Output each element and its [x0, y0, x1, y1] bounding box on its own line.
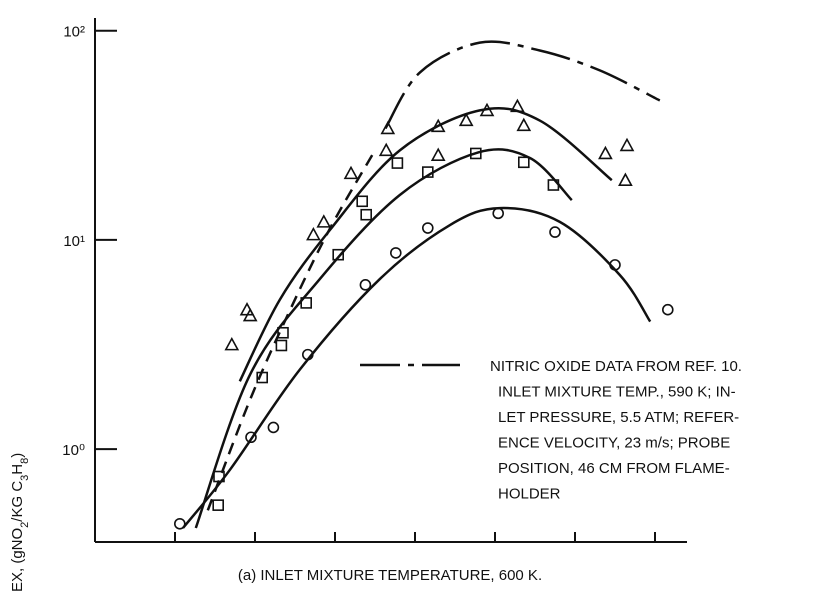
point [256, 371, 269, 384]
point [598, 145, 613, 160]
point [389, 247, 402, 259]
y-tick-label: 10¹ [63, 233, 85, 250]
point [174, 517, 186, 530]
legend-text: LET PRESSURE, 5.5 ATM; REFER- [498, 409, 739, 426]
point [510, 98, 525, 113]
y-label-part: H [9, 464, 26, 475]
point [359, 279, 372, 291]
y-label-part: EX, (gNO [9, 528, 26, 591]
point [332, 248, 345, 261]
point [300, 297, 313, 309]
curve [238, 107, 613, 382]
point [458, 112, 474, 127]
curve [384, 40, 661, 130]
point [378, 142, 394, 157]
y-label-part: 8 [19, 458, 31, 464]
point [609, 259, 621, 271]
y-label-part: /KG C [9, 481, 26, 522]
point [212, 499, 224, 511]
y-label-part: 2 [19, 522, 31, 528]
y-label-part: ) [9, 453, 26, 458]
point [549, 226, 561, 238]
chart-title: (a) INLET MIXTURE TEMPERATURE, 600 K. [238, 567, 542, 584]
point [547, 179, 560, 191]
point [517, 156, 530, 169]
legend-text: INLET MIXTURE TEMP., 590 K; IN- [498, 384, 736, 401]
point [421, 222, 434, 234]
point [430, 147, 446, 162]
point [516, 117, 532, 132]
point [301, 348, 314, 361]
point [618, 172, 633, 186]
point [213, 470, 225, 483]
point [242, 307, 258, 322]
point [316, 214, 332, 228]
legend-text: NITRIC OXIDE DATA FROM REF. 10. [490, 358, 742, 375]
point [360, 208, 373, 221]
point [391, 157, 404, 169]
point [492, 207, 505, 220]
point [275, 339, 288, 352]
point [430, 118, 446, 133]
point [343, 165, 359, 180]
y-label-part: 3 [19, 475, 31, 481]
y-axis-label: EX, (gNO2/KG C3H8) [9, 453, 31, 591]
legend-text: POSITION, 46 CM FROM FLAME- [498, 460, 730, 477]
point [245, 431, 257, 444]
point [479, 102, 495, 117]
point [380, 120, 396, 135]
curve [194, 148, 573, 529]
point [661, 303, 674, 316]
point [267, 421, 280, 434]
point [619, 137, 635, 152]
point [277, 326, 289, 339]
legend-text: HOLDER [498, 486, 561, 503]
point [421, 166, 434, 178]
y-tick-label: 10² [63, 24, 85, 41]
point [356, 195, 369, 208]
curve [182, 206, 652, 529]
point [224, 336, 240, 351]
legend-text: ENCE VELOCITY, 23 m/s; PROBE [498, 435, 730, 452]
point [306, 226, 321, 241]
point [469, 147, 482, 160]
y-tick-label: 10⁰ [62, 442, 85, 459]
